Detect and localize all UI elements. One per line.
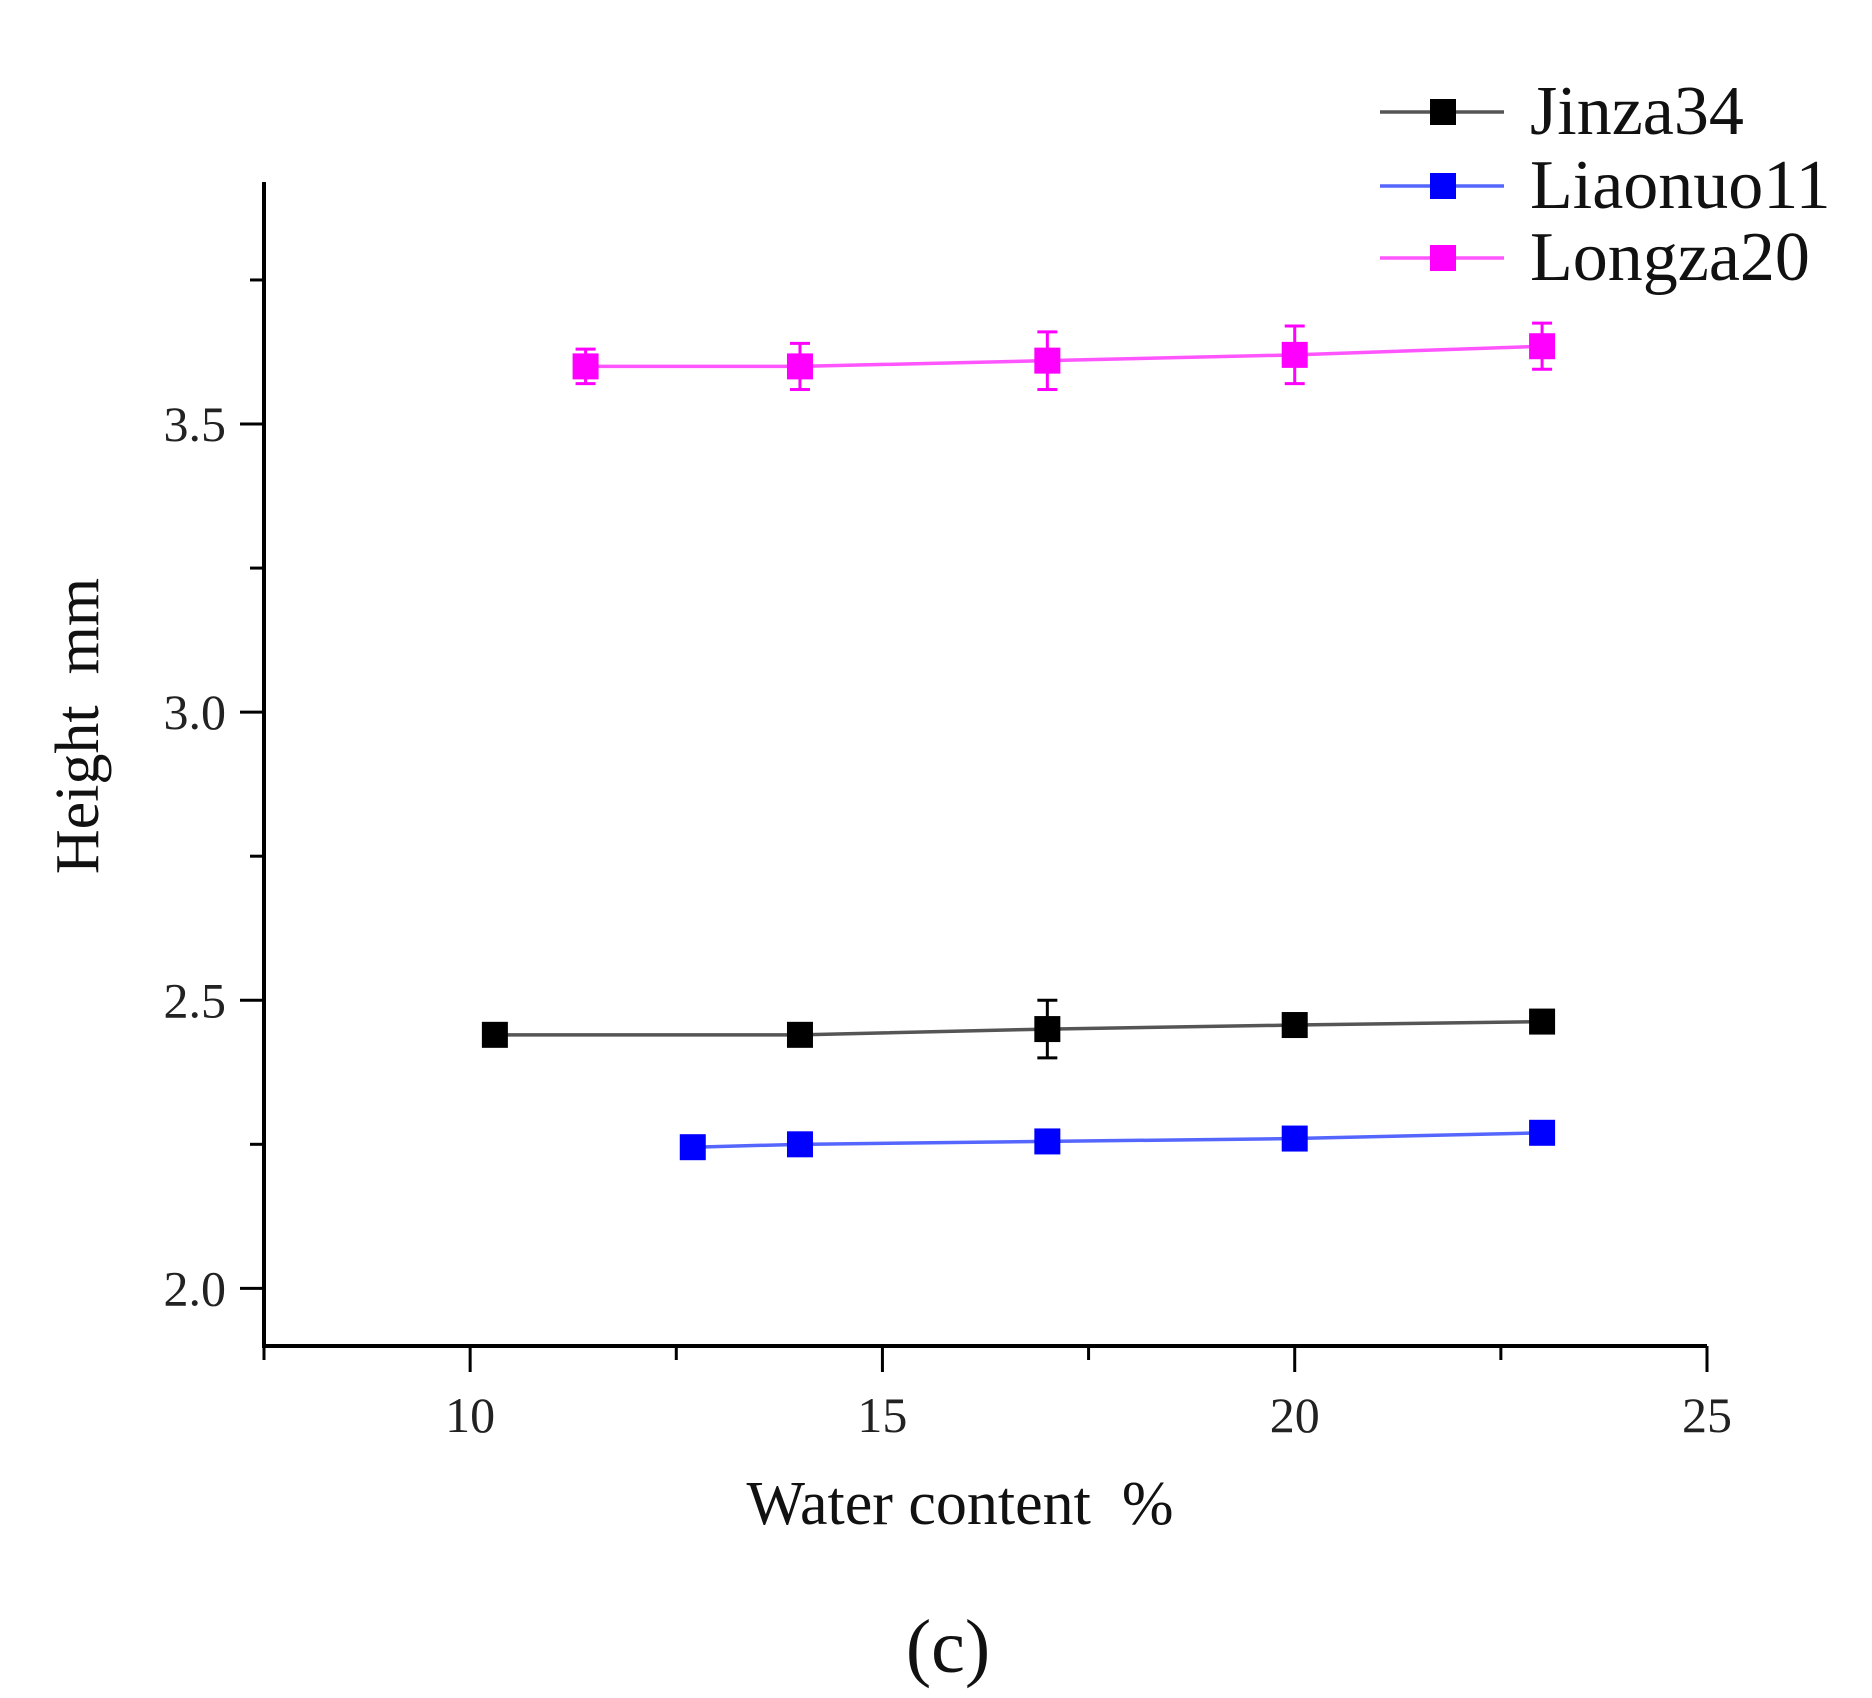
legend-marker xyxy=(1430,245,1456,271)
x-tick-label: 10 xyxy=(445,1387,495,1443)
data-point xyxy=(572,353,599,380)
x-ticks: 10 15 20 25 xyxy=(262,1346,1732,1443)
series-group xyxy=(481,321,1556,1161)
series-Liaonuo11 xyxy=(679,1119,1556,1161)
y-tick-label: 3.0 xyxy=(164,684,227,740)
data-point xyxy=(481,1021,508,1048)
legend-label: Liaonuo11 xyxy=(1530,147,1831,224)
data-point xyxy=(1281,341,1308,368)
legend-label: Jinza34 xyxy=(1530,73,1744,150)
x-tick-label: 15 xyxy=(857,1387,907,1443)
legend-item: Liaonuo11 xyxy=(1380,147,1831,224)
data-point xyxy=(1034,1016,1061,1043)
legend-item: Longza20 xyxy=(1380,219,1810,296)
data-point xyxy=(1034,347,1061,374)
x-tick-label: 20 xyxy=(1270,1387,1320,1443)
y-tick-label: 3.5 xyxy=(164,396,227,452)
series-Jinza34 xyxy=(481,998,1556,1060)
series-line xyxy=(585,344,1543,369)
x-tick-label: 25 xyxy=(1682,1387,1732,1443)
series-Longza20 xyxy=(572,321,1556,391)
series-line xyxy=(692,1131,1543,1149)
legend-item: Jinza34 xyxy=(1380,73,1744,150)
data-point xyxy=(1529,1119,1556,1146)
panel-label: (c) xyxy=(906,1605,990,1689)
data-point xyxy=(679,1134,706,1161)
series-line xyxy=(494,1019,1543,1037)
y-tick-label: 2.0 xyxy=(164,1260,227,1316)
legend-marker xyxy=(1430,99,1456,125)
y-ticks: 2.0 2.5 3.0 3.5 xyxy=(164,278,264,1316)
data-point xyxy=(1529,1008,1556,1035)
y-tick-label: 2.5 xyxy=(164,972,227,1028)
data-point xyxy=(1281,1125,1308,1152)
data-point xyxy=(1529,333,1556,360)
legend-label: Longza20 xyxy=(1530,219,1810,296)
legend-marker xyxy=(1430,173,1456,199)
data-point xyxy=(786,1021,813,1048)
data-point xyxy=(1281,1012,1308,1039)
data-point xyxy=(1034,1128,1061,1155)
data-point xyxy=(786,353,813,380)
data-point xyxy=(786,1131,813,1158)
y-axis-title: Height mm xyxy=(44,578,112,874)
axes xyxy=(262,182,1707,1348)
x-axis-title: Water content % xyxy=(746,1470,1173,1538)
